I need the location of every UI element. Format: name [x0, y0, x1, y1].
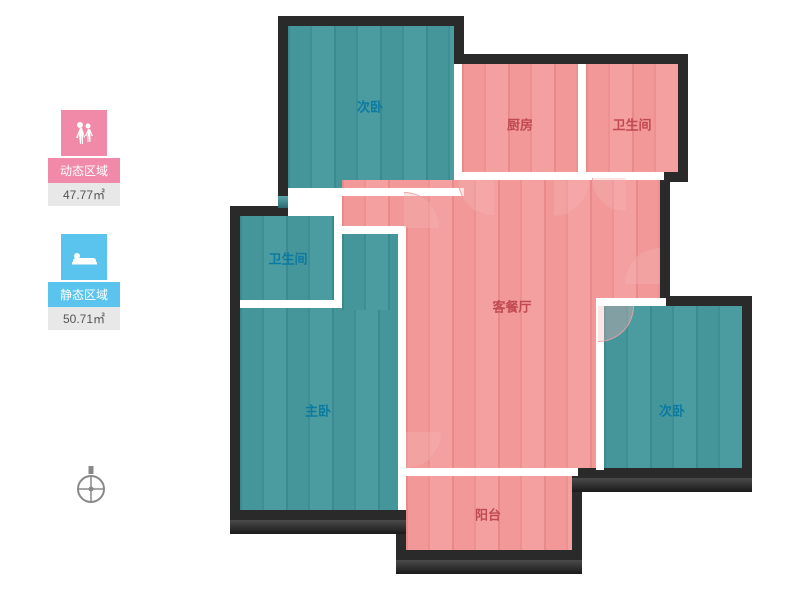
inner-wall: [406, 468, 578, 476]
wall: [396, 550, 582, 560]
inner-wall: [578, 64, 586, 176]
iso-edge: [572, 478, 752, 492]
iso-edge: [230, 520, 406, 534]
iso-edge: [278, 196, 288, 208]
compass-icon: [74, 466, 108, 500]
wall: [278, 16, 288, 196]
wall: [678, 54, 688, 180]
room-label: 卫生间: [268, 249, 307, 268]
room-label: 厨房: [507, 115, 533, 134]
room-label: 主卧: [305, 401, 331, 420]
sleep-icon: [61, 234, 107, 280]
inner-wall: [454, 172, 664, 180]
legend-static: 静态区域 50.71㎡: [48, 234, 120, 330]
wall: [230, 510, 406, 520]
wall: [230, 206, 240, 520]
room-label: 次卧: [357, 97, 383, 116]
legend-panel: 动态区域 47.77㎡ 静态区域 50.71㎡: [48, 110, 120, 358]
room-label: 阳台: [475, 505, 501, 524]
inner-wall: [240, 300, 340, 308]
room-master-ext: [342, 234, 398, 310]
wall: [660, 172, 670, 302]
inner-wall: [596, 298, 666, 306]
inner-wall: [342, 226, 406, 234]
room-label: 次卧: [659, 401, 685, 420]
legend-dynamic-value: 47.77㎡: [48, 183, 120, 206]
inner-wall: [288, 188, 464, 196]
floorplan: 次卧厨房卫生间卫生间客餐厅主卧次卧阳台: [220, 16, 752, 582]
wall: [660, 296, 752, 306]
room-balcony: 阳台: [406, 476, 572, 550]
inner-wall: [398, 226, 406, 510]
room-master: 主卧: [240, 308, 398, 510]
room-kitchen: 厨房: [462, 64, 578, 172]
wall: [742, 296, 752, 476]
legend-dynamic: 动态区域 47.77㎡: [48, 110, 120, 206]
room-bedroom2-right: 次卧: [604, 306, 742, 468]
iso-edge: [396, 560, 582, 574]
room-living-hall: [342, 180, 408, 226]
wall: [454, 54, 688, 64]
room-bedroom2-top: 次卧: [288, 26, 454, 188]
room-bathroom1: 卫生间: [586, 64, 678, 172]
inner-wall: [334, 216, 342, 308]
legend-static-label: 静态区域: [48, 282, 120, 307]
room-label: 客餐厅: [492, 297, 531, 316]
room-label: 卫生间: [612, 115, 651, 134]
wall: [278, 16, 464, 26]
legend-static-value: 50.71㎡: [48, 307, 120, 330]
room-bathroom2: 卫生间: [240, 216, 334, 300]
people-icon: [61, 110, 107, 156]
legend-dynamic-label: 动态区域: [48, 158, 120, 183]
